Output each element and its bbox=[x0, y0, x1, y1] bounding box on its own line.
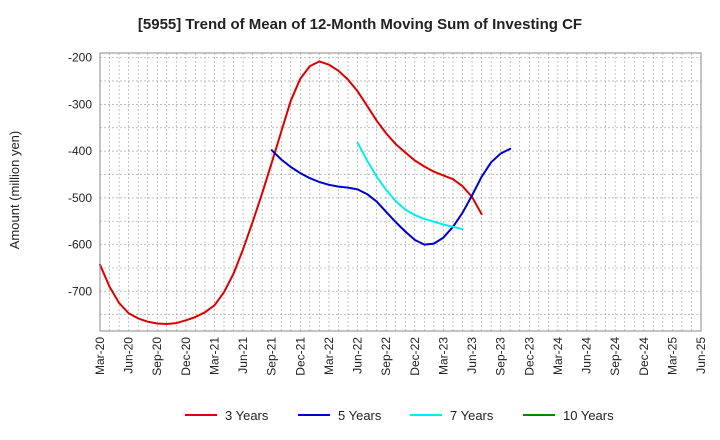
y-tick-label: -400 bbox=[68, 144, 92, 158]
x-tick-label: Sep-23 bbox=[494, 337, 508, 376]
x-tick-label: Jun-24 bbox=[580, 337, 594, 374]
y-tick-label: -200 bbox=[68, 51, 92, 65]
y-tick-labels: -200 -300 -400 -500 -600 -700 bbox=[68, 51, 92, 299]
legend: 3 Years 5 Years 7 Years 10 Years bbox=[185, 408, 614, 423]
x-tick-label: Jun-21 bbox=[236, 337, 250, 374]
x-tick-label: Dec-23 bbox=[522, 337, 536, 376]
x-tick-label: Jun-22 bbox=[351, 337, 365, 374]
y-tick-label: -500 bbox=[68, 191, 92, 205]
x-tick-label: Dec-21 bbox=[293, 337, 307, 376]
x-tick-label: Sep-24 bbox=[608, 337, 622, 376]
series-line-5-years bbox=[270, 147, 512, 246]
x-tick-label: Dec-20 bbox=[179, 337, 193, 376]
legend-label: 10 Years bbox=[563, 408, 614, 423]
series-line-3-years bbox=[99, 60, 483, 325]
y-axis-label: Amount (million yen) bbox=[7, 131, 22, 250]
x-tick-label: Mar-21 bbox=[207, 337, 221, 375]
series-group bbox=[99, 60, 512, 325]
chart-title: [5955] Trend of Mean of 12-Month Moving … bbox=[138, 16, 582, 33]
legend-label: 5 Years bbox=[338, 408, 382, 423]
x-tick-label: Jun-25 bbox=[694, 337, 708, 374]
x-tick-label: Sep-22 bbox=[379, 337, 393, 376]
x-tick-label: Jun-23 bbox=[465, 337, 479, 374]
x-tick-labels: Mar-20 Jun-20 Sep-20 Dec-20 Mar-21 Jun-21 Sep-… bbox=[93, 337, 708, 376]
x-tick-label: Mar-22 bbox=[322, 337, 336, 375]
x-tick-label: Sep-21 bbox=[265, 337, 279, 376]
plot-frame bbox=[99, 52, 702, 332]
x-tick-label: Jun-20 bbox=[122, 337, 136, 374]
x-tick-label: Mar-20 bbox=[93, 337, 107, 375]
legend-label: 7 Years bbox=[450, 408, 494, 423]
x-tick-label: Mar-24 bbox=[551, 337, 565, 375]
y-tick-label: -600 bbox=[68, 238, 92, 252]
series-line-7-years bbox=[356, 141, 464, 231]
y-tick-label: -700 bbox=[68, 284, 92, 298]
x-tick-label: Dec-24 bbox=[637, 337, 651, 376]
legend-label: 3 Years bbox=[225, 408, 269, 423]
x-tick-label: Dec-22 bbox=[408, 337, 422, 376]
grid bbox=[100, 53, 701, 331]
x-tick-label: Sep-20 bbox=[150, 337, 164, 376]
x-tick-label: Mar-25 bbox=[665, 337, 679, 375]
y-tick-label: -300 bbox=[68, 97, 92, 111]
x-tick-label: Mar-23 bbox=[436, 337, 450, 375]
